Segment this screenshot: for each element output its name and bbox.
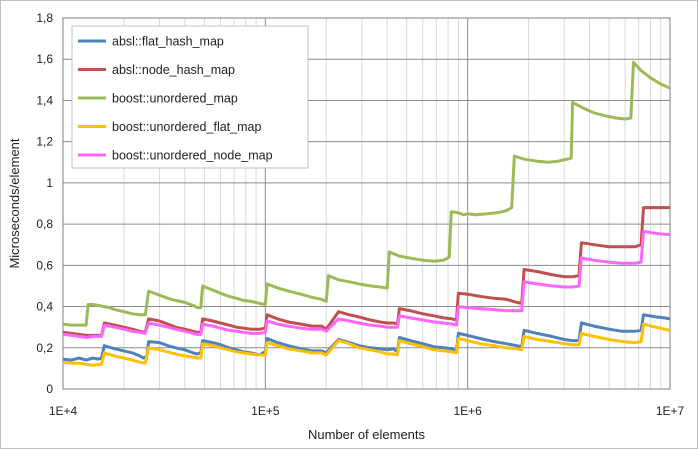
series-layer xyxy=(62,60,671,367)
x-tick-label: 1E+6 xyxy=(453,404,482,418)
y-axis-title: Microseconds/element xyxy=(7,138,22,268)
series-line-1 xyxy=(62,313,671,362)
series-line-5 xyxy=(62,229,670,339)
y-tick-label: 0 xyxy=(46,382,53,396)
legend-label-5: boost::unordered_node_map xyxy=(112,149,273,163)
legend: absl::flat_hash_mapabsl::node_hash_mapbo… xyxy=(71,25,309,169)
y-tick-label: 1,2 xyxy=(36,135,53,149)
y-tick-label: 0,2 xyxy=(36,341,53,355)
y-tick-label: 1,8 xyxy=(36,11,53,25)
legend-label-1: absl::flat_hash_map xyxy=(112,35,224,49)
legend-label-2: absl::node_hash_map xyxy=(112,63,235,77)
x-axis-title: Number of elements xyxy=(308,427,426,442)
legend-label-3: boost::unordered_map xyxy=(112,92,238,106)
y-tick-label: 0,6 xyxy=(36,258,53,272)
x-tick-label: 1E+7 xyxy=(656,404,685,418)
plot-area-border xyxy=(62,17,671,390)
series-line-2 xyxy=(62,206,670,337)
y-tick-label: 0,4 xyxy=(36,300,53,314)
x-tick-label: 1E+5 xyxy=(251,404,280,418)
y-tick-label: 1,6 xyxy=(36,52,53,66)
legend-label-4: boost::unordered_flat_map xyxy=(112,120,261,134)
legend-box xyxy=(71,25,309,169)
tick-labels: 0 0,2 0,4 0,6 0,8 1 1,2 1,4 1,6 1,8 1E+4 1E+5 1E+6 1E… xyxy=(36,11,684,418)
series-line-3 xyxy=(62,60,671,327)
series-line-4 xyxy=(62,322,671,367)
y-tick-label: 1 xyxy=(46,176,53,190)
y-tick-label: 0,8 xyxy=(36,217,53,231)
y-tick-label: 1,4 xyxy=(36,93,53,107)
x-tick-label: 1E+4 xyxy=(49,404,78,418)
